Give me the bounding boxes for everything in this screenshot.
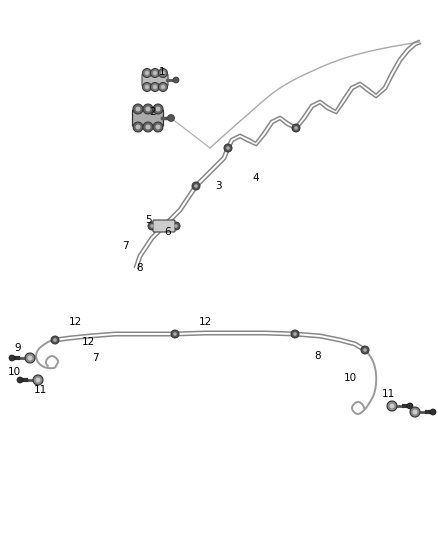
Circle shape xyxy=(173,332,177,336)
Circle shape xyxy=(51,336,59,344)
Circle shape xyxy=(142,83,152,92)
Text: 2: 2 xyxy=(150,107,156,117)
Circle shape xyxy=(133,122,143,132)
Circle shape xyxy=(387,401,397,411)
Text: 1: 1 xyxy=(159,67,165,77)
FancyBboxPatch shape xyxy=(133,109,163,126)
Circle shape xyxy=(174,224,178,228)
Circle shape xyxy=(153,85,157,89)
Circle shape xyxy=(292,124,300,132)
Circle shape xyxy=(172,222,180,230)
Circle shape xyxy=(194,184,198,188)
Circle shape xyxy=(143,122,153,132)
Text: 10: 10 xyxy=(343,373,357,383)
Circle shape xyxy=(410,407,420,417)
FancyBboxPatch shape xyxy=(153,220,175,232)
Text: 7: 7 xyxy=(122,241,128,251)
Text: 5: 5 xyxy=(145,215,151,225)
Text: 12: 12 xyxy=(198,317,212,327)
Circle shape xyxy=(53,338,57,342)
Text: 8: 8 xyxy=(137,263,143,273)
Circle shape xyxy=(17,377,23,383)
Circle shape xyxy=(155,107,160,111)
Circle shape xyxy=(28,356,32,360)
Circle shape xyxy=(173,77,179,83)
Circle shape xyxy=(161,85,165,89)
Circle shape xyxy=(361,346,369,354)
Circle shape xyxy=(143,104,153,114)
Circle shape xyxy=(407,403,413,409)
Circle shape xyxy=(192,182,200,190)
Text: 7: 7 xyxy=(92,353,98,363)
Circle shape xyxy=(133,104,143,114)
Circle shape xyxy=(142,69,152,77)
Circle shape xyxy=(294,126,298,130)
Circle shape xyxy=(145,107,151,111)
Text: 10: 10 xyxy=(7,367,21,377)
Text: 12: 12 xyxy=(81,337,95,347)
Text: 4: 4 xyxy=(253,173,259,183)
FancyBboxPatch shape xyxy=(142,74,168,86)
Circle shape xyxy=(155,125,160,130)
Text: 12: 12 xyxy=(68,317,81,327)
Circle shape xyxy=(135,107,141,111)
Circle shape xyxy=(171,330,179,338)
Circle shape xyxy=(167,115,174,122)
Circle shape xyxy=(150,224,154,228)
Circle shape xyxy=(291,330,299,338)
Text: 8: 8 xyxy=(314,351,321,361)
Circle shape xyxy=(153,104,163,114)
Circle shape xyxy=(151,69,159,77)
Circle shape xyxy=(153,122,163,132)
Circle shape xyxy=(430,409,436,415)
Circle shape xyxy=(389,403,395,408)
Circle shape xyxy=(9,355,15,361)
Circle shape xyxy=(148,222,156,230)
Circle shape xyxy=(153,71,157,75)
Circle shape xyxy=(159,69,167,77)
Text: 11: 11 xyxy=(381,389,395,399)
Circle shape xyxy=(35,377,40,383)
Text: 6: 6 xyxy=(165,227,171,237)
Circle shape xyxy=(293,332,297,336)
Circle shape xyxy=(151,83,159,92)
Circle shape xyxy=(25,353,35,363)
Circle shape xyxy=(159,83,167,92)
Circle shape xyxy=(33,375,43,385)
Circle shape xyxy=(226,146,230,150)
Text: 11: 11 xyxy=(33,385,46,395)
Circle shape xyxy=(145,125,151,130)
Circle shape xyxy=(145,85,149,89)
Circle shape xyxy=(224,144,232,152)
Text: 3: 3 xyxy=(215,181,221,191)
Circle shape xyxy=(145,71,149,75)
Circle shape xyxy=(363,348,367,352)
Circle shape xyxy=(161,71,165,75)
Circle shape xyxy=(135,125,141,130)
Circle shape xyxy=(413,409,417,415)
Text: 9: 9 xyxy=(15,343,21,353)
